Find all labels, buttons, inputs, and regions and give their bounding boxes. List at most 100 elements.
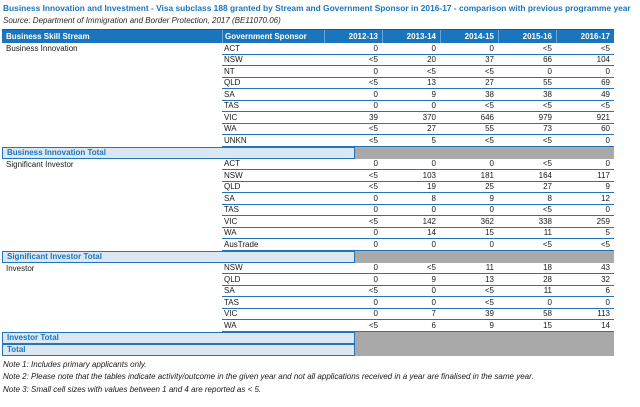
row-values: NSW <5 20 37 66 104 xyxy=(222,55,614,66)
value-cell: 60 xyxy=(601,124,610,134)
column-header-year: 2012-13 xyxy=(324,30,382,43)
row-values: TAS 0 0 0 <5 0 xyxy=(222,205,614,216)
value-cell: 0 xyxy=(373,239,378,249)
row-values: QLD <5 13 27 55 69 xyxy=(222,78,614,89)
grand-total-label: Total xyxy=(2,343,355,356)
value-cell: 0 xyxy=(547,297,552,307)
note: Note 2: Please note that the tables indi… xyxy=(3,372,534,382)
sponsor-label: WA xyxy=(224,228,237,238)
value-cell: 15 xyxy=(485,228,494,238)
value-cell: <5 xyxy=(484,297,494,307)
value-cell: 181 xyxy=(480,170,494,180)
table-row: WA <5 6 9 15 14 xyxy=(2,320,614,332)
value-cell: 142 xyxy=(422,216,436,226)
row-values: QLD <5 19 25 27 9 xyxy=(222,182,614,193)
value-cell: 14 xyxy=(601,320,610,330)
value-cell: <5 xyxy=(368,182,378,192)
value-cell: <5 xyxy=(368,124,378,134)
stream-label xyxy=(2,286,222,298)
value-cell: 38 xyxy=(485,89,494,99)
value-cell: 103 xyxy=(422,170,436,180)
sponsor-label: WA xyxy=(224,124,237,134)
value-cell: 19 xyxy=(427,182,436,192)
value-cell: 0 xyxy=(373,297,378,307)
value-cell: 0 xyxy=(373,159,378,169)
sponsor-label: AusTrade xyxy=(224,239,259,249)
table-row: QLD <5 19 25 27 9 xyxy=(2,182,614,193)
value-cell: 27 xyxy=(427,124,436,134)
table-row: VIC 0 7 39 58 113 xyxy=(2,309,614,321)
sponsor-label: UNKN xyxy=(224,135,247,145)
value-cell: 0 xyxy=(489,43,494,53)
stream-label xyxy=(2,205,222,217)
row-values: QLD 0 9 13 28 32 xyxy=(222,274,614,286)
row-values: NSW <5 103 181 164 117 xyxy=(222,170,614,182)
stream-label xyxy=(2,228,222,240)
value-cell: <5 xyxy=(542,101,552,111)
row-values: SA <5 0 <5 11 6 xyxy=(222,286,614,297)
value-cell: <5 xyxy=(368,216,378,226)
value-cell: 0 xyxy=(431,205,436,215)
value-cell: 0 xyxy=(431,159,436,169)
value-cell: <5 xyxy=(368,135,378,145)
value-cell: 13 xyxy=(485,274,494,284)
column-header-sponsor: Government Sponsor xyxy=(222,30,324,43)
value-cell: 5 xyxy=(431,135,436,145)
table-row: SA 0 9 38 38 49 xyxy=(2,89,614,101)
row-values: VIC <5 142 362 338 259 xyxy=(222,216,614,228)
stream-label: Investor xyxy=(6,263,35,273)
value-cell: 8 xyxy=(431,193,436,203)
value-cell: <5 xyxy=(542,239,552,249)
value-cell: <5 xyxy=(484,66,494,76)
value-cell: 921 xyxy=(596,112,610,122)
table-row: SA <5 0 <5 11 6 xyxy=(2,286,614,298)
value-cell: 55 xyxy=(485,124,494,134)
value-cell: 0 xyxy=(489,239,494,249)
sponsor-label: ACT xyxy=(224,159,240,169)
value-cell: 0 xyxy=(373,205,378,215)
value-cell: 104 xyxy=(596,55,610,65)
value-cell: 39 xyxy=(485,309,494,319)
stream-label: Business Innovation xyxy=(6,44,78,54)
group-total-label: Business Innovation Total xyxy=(2,146,355,159)
stream-label xyxy=(2,309,222,321)
value-cell: 39 xyxy=(369,112,378,122)
sponsor-label: NSW xyxy=(224,170,243,180)
value-cell: 0 xyxy=(431,101,436,111)
value-cell: <5 xyxy=(368,286,378,296)
value-cell: 0 xyxy=(431,286,436,296)
value-cell: 0 xyxy=(605,297,610,307)
value-cell: 27 xyxy=(485,78,494,88)
table-row: QLD 0 9 13 28 32 xyxy=(2,274,614,286)
sponsor-label: TAS xyxy=(224,101,239,111)
sponsor-label: TAS xyxy=(224,297,239,307)
value-cell: 113 xyxy=(597,309,610,319)
group-total-row: Business Innovation Total xyxy=(2,146,614,159)
stream-label: Significant Investor xyxy=(6,159,74,169)
value-cell: 0 xyxy=(373,228,378,238)
value-cell: 0 xyxy=(373,193,378,203)
table-row: AusTrade 0 0 0 <5 <5 xyxy=(2,239,614,251)
table-row: WA 0 14 15 11 5 xyxy=(2,228,614,240)
stream-label xyxy=(2,297,222,309)
value-cell: <5 xyxy=(542,159,552,169)
stream-label xyxy=(2,320,222,332)
value-cell: 9 xyxy=(489,320,494,330)
value-cell: 49 xyxy=(601,89,610,99)
value-cell: 55 xyxy=(543,78,552,88)
value-cell: 9 xyxy=(431,89,436,99)
value-cell: 0 xyxy=(431,43,436,53)
value-cell: 0 xyxy=(605,66,610,76)
value-cell: 259 xyxy=(596,216,610,226)
value-cell: 11 xyxy=(543,286,552,296)
value-cell: 32 xyxy=(601,274,610,284)
sponsor-label: TAS xyxy=(224,205,239,215)
grand-total-values-blank xyxy=(355,343,614,356)
table-header-row: Business Skill Stream Government Sponsor… xyxy=(2,29,614,43)
table-row: TAS 0 0 <5 0 0 xyxy=(2,297,614,309)
sponsor-label: VIC xyxy=(224,216,238,226)
value-cell: 58 xyxy=(543,309,552,319)
notes: Note 1: Includes primary applicants only… xyxy=(3,359,640,397)
grand-total-row: Total xyxy=(2,343,614,356)
